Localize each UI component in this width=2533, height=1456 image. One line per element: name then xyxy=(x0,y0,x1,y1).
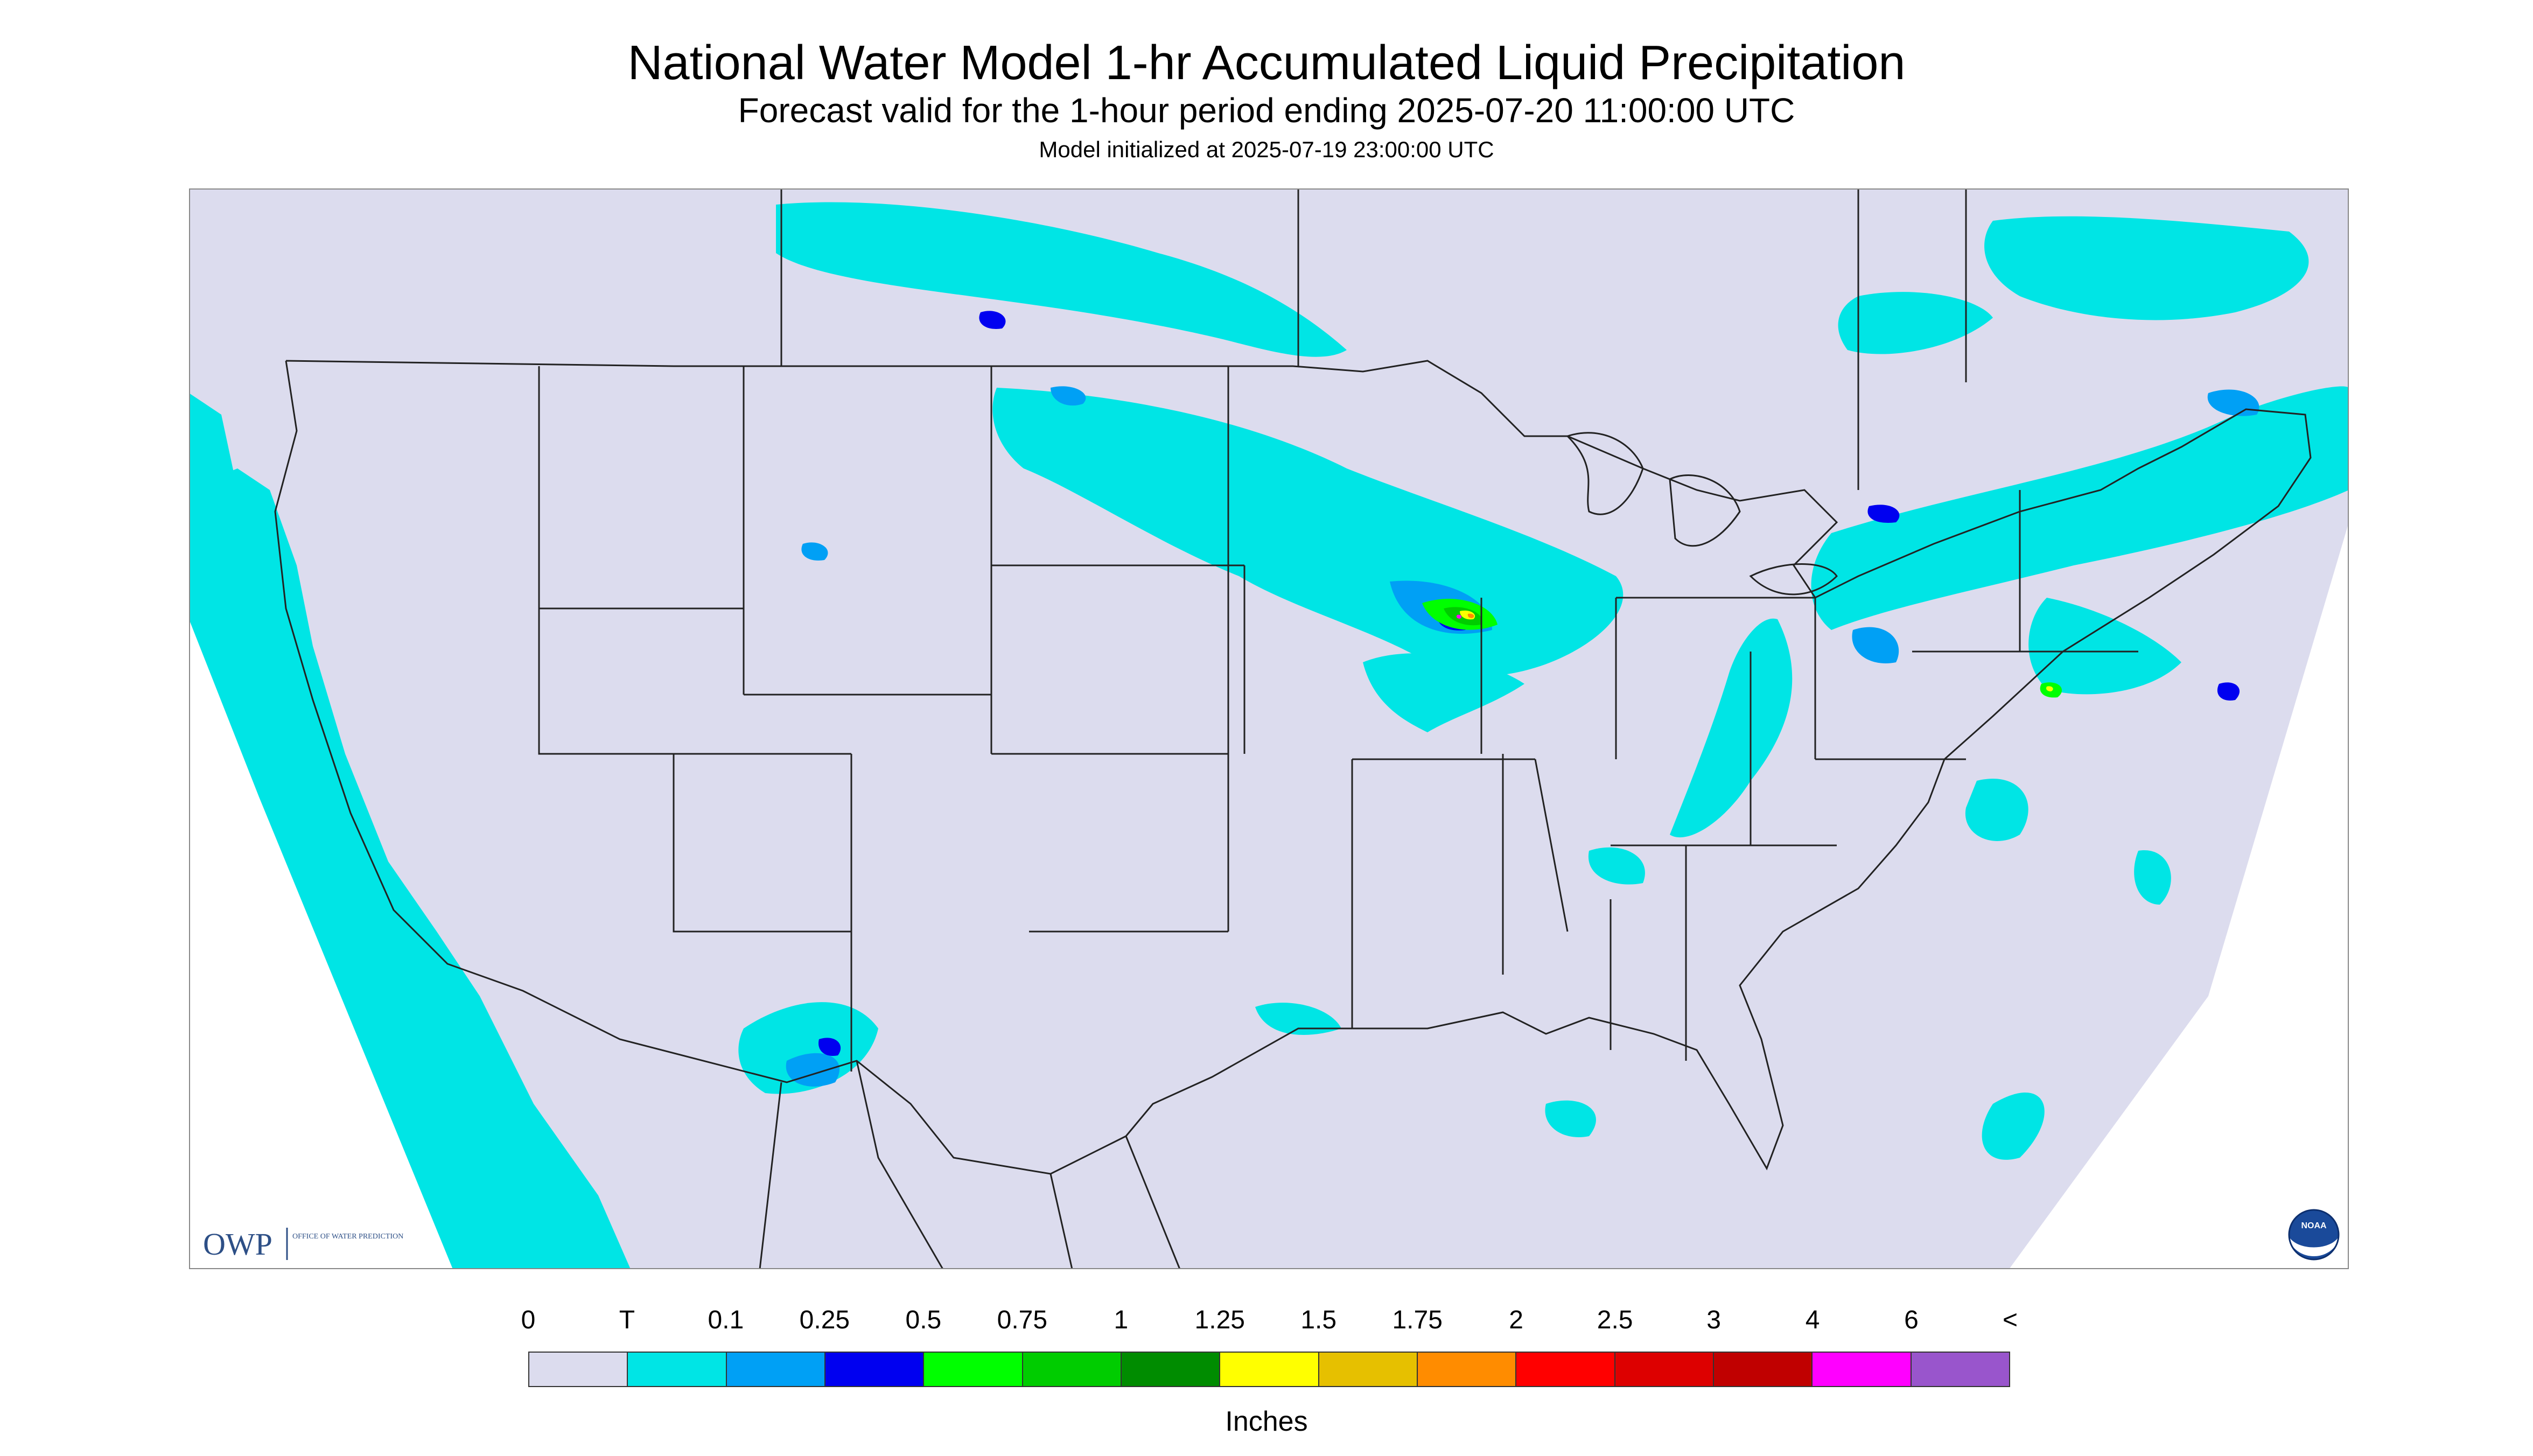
ontario-band xyxy=(1838,292,1993,354)
legend-swatch xyxy=(1319,1353,1418,1386)
svg-text:NOAA: NOAA xyxy=(2301,1221,2327,1230)
legend-tick-label: 0.1 xyxy=(708,1306,744,1334)
gulf-cells-2 xyxy=(1545,1100,1596,1137)
map-subtitle: Forecast valid for the 1-hour period end… xyxy=(738,91,1795,130)
legend-swatch xyxy=(726,1353,825,1386)
legend-tick-label: 0.75 xyxy=(997,1306,1048,1334)
great-lakes xyxy=(1566,432,1838,596)
legend-swatch xyxy=(1023,1353,1122,1386)
legend-swatch xyxy=(1516,1353,1615,1386)
appalachian-band xyxy=(1670,618,1793,838)
legend-tick-label: 0 xyxy=(521,1306,536,1334)
new-england-band xyxy=(2028,598,2181,695)
svg-text:OWP: OWP xyxy=(203,1227,272,1262)
legend-tick-label: 6 xyxy=(1904,1306,1919,1334)
legend-tick-label: 0.5 xyxy=(905,1306,942,1334)
legend-tick-label: 1.75 xyxy=(1392,1306,1443,1334)
map-title: National Water Model 1-hr Accumulated Li… xyxy=(627,36,1906,90)
northeast-band xyxy=(1811,386,2349,630)
mexico-lines xyxy=(759,1060,1181,1269)
legend-tick-label: 1.25 xyxy=(1194,1306,1245,1334)
canada-lines xyxy=(780,188,1967,490)
pacific-coast-band-north xyxy=(189,393,237,512)
atlantic-cells-2 xyxy=(2134,850,2171,905)
legend-units: Inches xyxy=(1225,1406,1308,1437)
gulf-cells xyxy=(1255,1003,1341,1035)
legend-swatch xyxy=(1417,1353,1517,1386)
legend-swatch xyxy=(1911,1353,2009,1386)
map-frame xyxy=(189,188,2349,1269)
legend-swatch xyxy=(628,1353,727,1386)
us-outline xyxy=(274,360,2312,1175)
legend-tick-label: 1 xyxy=(1114,1306,1129,1334)
pacific-coast-band xyxy=(189,468,631,1269)
caribbean-cells xyxy=(1982,1093,2045,1160)
legend-swatch xyxy=(1713,1353,1813,1386)
southeast-cells xyxy=(1588,847,1645,885)
legend-tick-label: 2.5 xyxy=(1597,1306,1633,1334)
noaa-logo: NOAA xyxy=(2288,1209,2340,1261)
atlantic-cells xyxy=(1965,779,2028,841)
land-boundaries xyxy=(274,188,2312,1269)
svg-text:OFFICE OF WATER PREDICTION: OFFICE OF WATER PREDICTION xyxy=(292,1233,403,1241)
legend-swatch xyxy=(924,1353,1023,1386)
owp-logo: OWP OFFICE OF WATER PREDICTION xyxy=(203,1227,403,1262)
northern-band xyxy=(776,202,1347,357)
legend-swatch xyxy=(1121,1353,1221,1386)
legend-swatch xyxy=(825,1353,925,1386)
model-domain xyxy=(189,188,2349,1269)
legend-tick-label: 3 xyxy=(1706,1306,1721,1334)
state-lines xyxy=(538,366,2138,1072)
legend-tick-label: 2 xyxy=(1509,1306,1524,1334)
iowa-area xyxy=(1363,653,1524,732)
legend-swatch xyxy=(529,1353,628,1386)
legend-swatch xyxy=(1813,1353,1912,1386)
southwest-cells xyxy=(738,1002,878,1094)
precip-trace-areas xyxy=(189,202,2349,1269)
legend-labels: 0 T 0.1 0.25 0.5 0.75 1 1.25 1.5 1.75 2 2.5 3 4 6 < xyxy=(0,1305,2533,1343)
legend-tick-label: < xyxy=(2002,1306,2018,1334)
legend-tick-label: T xyxy=(619,1306,635,1334)
quebec-band xyxy=(1984,216,2309,320)
legend-tick-label: 1.5 xyxy=(1300,1306,1337,1334)
precipitation-map: OWP OFFICE OF WATER PREDICTION NOAA xyxy=(189,188,2349,1269)
model-init-time: Model initialized at 2025-07-19 23:00:00… xyxy=(1039,137,1494,162)
precip-heavy-core xyxy=(1422,599,2062,698)
legend-tick-label: 4 xyxy=(1805,1306,1820,1334)
legend-tick-label: 0.25 xyxy=(799,1306,850,1334)
legend-color-bar xyxy=(528,1352,2010,1387)
legend-swatch xyxy=(1615,1353,1714,1386)
legend-swatch xyxy=(1220,1353,1319,1386)
